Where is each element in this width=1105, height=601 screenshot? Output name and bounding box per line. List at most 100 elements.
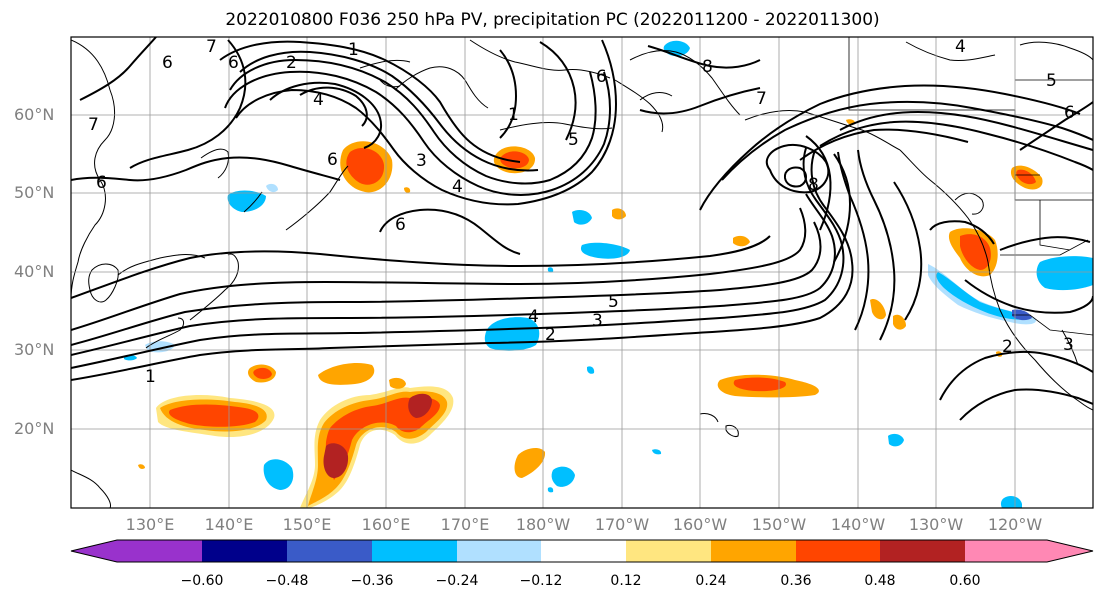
precip-negative-area xyxy=(1000,496,1022,508)
pv-contours xyxy=(71,37,1093,421)
precip-negative-area xyxy=(580,242,630,259)
pv-contour xyxy=(964,279,1093,314)
pv-contour xyxy=(71,235,771,299)
lon-label: 180°W xyxy=(515,515,571,534)
pv-contour-label: 7 xyxy=(756,89,767,109)
negative-precip-areas xyxy=(124,40,1093,508)
lon-label: 130°E xyxy=(125,515,175,534)
pv-contour-label: 6 xyxy=(596,67,607,87)
precip-positive-area xyxy=(389,377,406,389)
border-line xyxy=(1039,200,1071,251)
pv-contour xyxy=(79,37,157,101)
colorbar-tick-label: 0.60 xyxy=(949,573,981,589)
pv-contour xyxy=(539,41,577,141)
pv-contour-label: 8 xyxy=(702,57,713,77)
lat-label: 30°N xyxy=(14,340,55,359)
colorbar-tick-label: −0.48 xyxy=(265,573,309,589)
pv-contour-label: 5 xyxy=(608,292,619,312)
pv-contour-label: 3 xyxy=(1063,335,1074,355)
pv-contour xyxy=(839,110,1093,151)
pv-contour xyxy=(129,39,247,169)
pv-contour-label: 6 xyxy=(395,215,406,235)
pv-contour-label: 6 xyxy=(96,173,107,193)
colorbar-swatch xyxy=(1047,540,1093,562)
precip-positive-area xyxy=(1016,169,1036,185)
precip-positive-area xyxy=(253,367,272,379)
precip-positive-area xyxy=(514,448,546,478)
precip-negative-area xyxy=(587,366,595,374)
pv-contour xyxy=(765,144,830,194)
coastline xyxy=(71,469,111,508)
map-title: 2022010800 F036 250 hPa PV, precipitatio… xyxy=(225,10,880,30)
colorbar-tick-label: −0.36 xyxy=(350,573,394,589)
border-line xyxy=(1012,314,1093,336)
pv-contour-label: 1 xyxy=(508,105,519,125)
colorbar-swatch xyxy=(965,540,1047,562)
precip-negative-area xyxy=(227,190,266,212)
coastline xyxy=(200,148,229,179)
lon-label: 170°W xyxy=(594,515,650,534)
lon-label: 150°E xyxy=(282,515,332,534)
colorbar-swatch xyxy=(796,540,880,562)
pv-contour xyxy=(929,220,995,245)
pv-contour xyxy=(799,128,969,161)
precip-positive-area xyxy=(325,397,440,480)
border-line xyxy=(848,37,1093,201)
coastline xyxy=(699,413,719,423)
lon-label: 140°W xyxy=(830,515,886,534)
colorbar xyxy=(70,539,1094,563)
precip-positive-area xyxy=(404,187,411,193)
lon-label: 120°W xyxy=(987,515,1043,534)
pv-contour-label: 8 xyxy=(808,175,819,195)
pv-contour xyxy=(299,86,368,127)
pv-contour xyxy=(837,151,870,331)
colorbar-swatch xyxy=(117,540,202,562)
pv-contour xyxy=(235,39,618,206)
colorbar-swatch xyxy=(372,540,457,562)
precip-positive-area xyxy=(612,208,626,220)
pv-contour-label: 6 xyxy=(327,150,338,170)
coastline xyxy=(1019,41,1093,61)
precip-positive-area xyxy=(323,443,349,478)
coastline xyxy=(189,253,239,321)
pv-contour xyxy=(71,149,854,381)
map-frame xyxy=(70,36,1094,509)
coastlines xyxy=(71,39,1093,508)
pv-contour-label: 7 xyxy=(88,115,99,135)
coastline xyxy=(469,39,611,79)
pv-contour xyxy=(939,350,1093,401)
precip-positive-area xyxy=(500,151,529,169)
precip-negative-area xyxy=(888,433,904,447)
pv-contour-label: 2 xyxy=(286,53,297,73)
lon-label: 130°W xyxy=(908,515,964,534)
lon-label: 160°E xyxy=(361,515,411,534)
pv-contour-label: 4 xyxy=(313,90,324,110)
precip-negative-area xyxy=(572,210,592,225)
colorbar-swatch xyxy=(71,540,117,562)
coastline xyxy=(285,165,349,231)
precip-positive-area xyxy=(169,404,259,427)
border-line xyxy=(1000,239,1089,256)
colorbar-swatch xyxy=(541,540,626,562)
precip-negative-area xyxy=(547,487,554,493)
lat-label: 40°N xyxy=(14,262,55,281)
pv-contour xyxy=(857,149,896,341)
precip-positive-area xyxy=(870,299,886,320)
precip-positive-area xyxy=(408,393,432,418)
lat-label: 50°N xyxy=(14,183,55,202)
colorbar-tick-label: −0.60 xyxy=(180,573,224,589)
pv-contour xyxy=(379,208,521,255)
lon-label: 170°E xyxy=(440,515,490,534)
colorbar-outline xyxy=(70,539,1094,563)
pv-contour xyxy=(819,120,1093,171)
pv-contour xyxy=(229,58,597,185)
precip-negative-area xyxy=(652,449,662,455)
pv-contour xyxy=(71,207,807,331)
pv-contour-label: 1 xyxy=(348,40,359,60)
pv-contour xyxy=(239,50,539,172)
lat-label: 20°N xyxy=(14,419,55,438)
precip-positive-area xyxy=(138,464,145,469)
coastline xyxy=(725,425,739,437)
pv-contour xyxy=(647,45,761,69)
